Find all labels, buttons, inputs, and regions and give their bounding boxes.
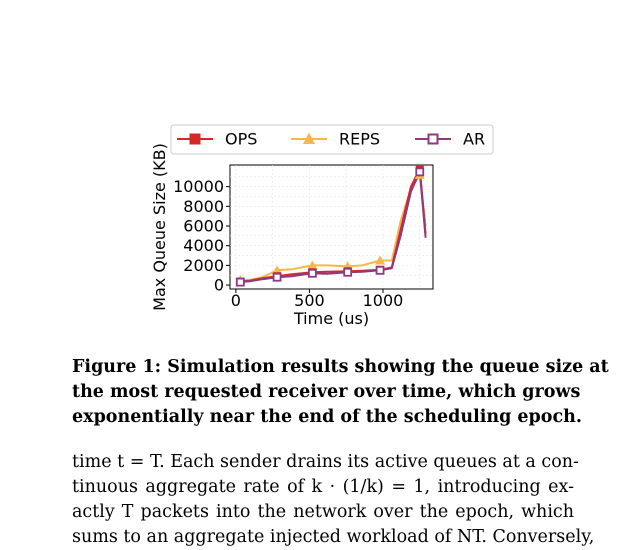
y-tick-label: 6000	[183, 217, 224, 236]
y-tick-label: 8000	[183, 197, 224, 216]
data-point-reps	[272, 265, 283, 275]
legend-label-ops: OPS	[225, 130, 257, 149]
y-axis-label: Max Queue Size (KB)	[150, 143, 169, 311]
body-paragraph: time t = T. Each sender drains its activ…	[72, 450, 595, 550]
data-point-ar	[415, 167, 425, 177]
body-line-4: sums to an aggregate injected workload o…	[72, 527, 595, 547]
legend-entry-reps: REPS	[291, 130, 380, 149]
data-point-ar	[235, 277, 245, 287]
caption-line-2: the most requested receiver over time, w…	[72, 382, 581, 402]
body-line-3: actly T packets into the network over th…	[72, 502, 574, 522]
data-point-reps	[307, 260, 318, 270]
data-point-ar	[375, 265, 385, 275]
body-line-1: time t = T. Each sender drains its activ…	[72, 452, 579, 472]
y-tick-label: 2000	[183, 256, 224, 275]
series-markers	[235, 164, 425, 287]
data-point-reps	[375, 255, 386, 265]
x-tick-label: 500	[294, 291, 325, 310]
x-axis-label: Time (us)	[293, 309, 369, 328]
legend-frame	[170, 124, 494, 155]
y-tick-label: 10000	[173, 177, 224, 196]
data-point-ar	[307, 268, 317, 278]
legend-entry-ops: OPS	[177, 130, 257, 149]
body-line-2: tinuous aggregate rate of k · (1/k) = 1,…	[72, 477, 574, 497]
legend-marker-ops	[189, 133, 201, 145]
caption-line-3: exponentially near the end of the schedu…	[72, 407, 582, 427]
queue-size-figure: OPS REPS AR 0 500 1000 0200040006000800010…	[150, 124, 494, 328]
legend-label-reps: REPS	[339, 130, 380, 149]
data-point-ar	[272, 272, 282, 282]
x-tick-label: 0	[231, 291, 241, 310]
gridlines	[230, 165, 433, 289]
x-axis-ticks: 0 500 1000	[231, 289, 404, 310]
data-point-ar	[343, 267, 353, 277]
y-tick-label: 0	[214, 276, 224, 295]
legend-marker-ar	[427, 133, 439, 145]
figure-caption: Figure 1: Simulation results showing the…	[72, 355, 609, 430]
legend-entry-ar: AR	[415, 130, 485, 149]
chart-legend: OPS REPS AR	[170, 124, 494, 155]
y-tick-label: 4000	[183, 236, 224, 255]
caption-line-1: Figure 1: Simulation results showing the…	[72, 357, 609, 377]
x-tick-label: 1000	[363, 291, 404, 310]
legend-label-ar: AR	[463, 130, 485, 149]
legend-marker-reps	[303, 132, 315, 144]
